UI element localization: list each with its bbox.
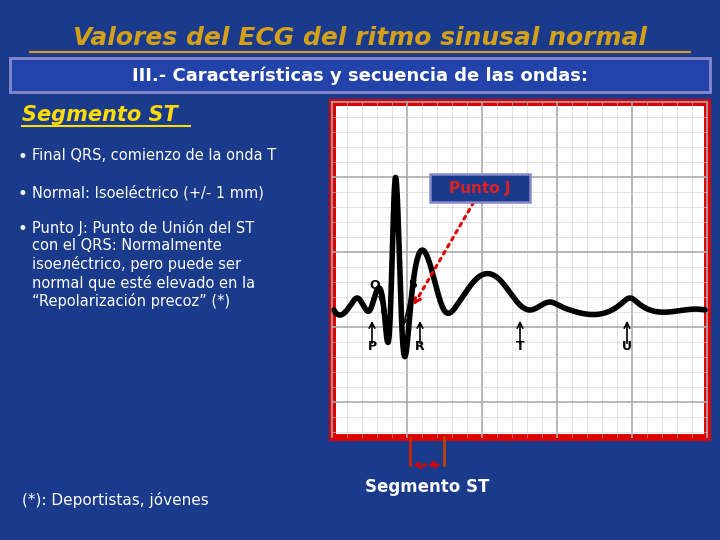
Text: Punto J: Punto J [449, 180, 510, 195]
Text: U: U [622, 340, 632, 353]
Text: Segmento ST: Segmento ST [365, 478, 489, 496]
Text: •: • [18, 148, 28, 166]
Text: III.- Características y secuencia de las ondas:: III.- Características y secuencia de las… [132, 67, 588, 85]
FancyBboxPatch shape [10, 58, 710, 92]
Text: (*): Deportistas, jóvenes: (*): Deportistas, jóvenes [22, 492, 209, 508]
FancyBboxPatch shape [430, 174, 530, 202]
Text: Segmento ST: Segmento ST [22, 105, 178, 125]
Text: •: • [18, 220, 28, 238]
FancyBboxPatch shape [332, 102, 707, 437]
Text: •: • [18, 185, 28, 203]
Text: Normal: Isoeléctrico (+/- 1 mm): Normal: Isoeléctrico (+/- 1 mm) [32, 185, 264, 200]
Text: Punto J: Punto de Unión del ST
con el QRS: Normalmente
isoелéctrico, pero puede : Punto J: Punto de Unión del ST con el QR… [32, 220, 255, 309]
Text: Valores del ECG del ritmo sinusal normal: Valores del ECG del ritmo sinusal normal [73, 26, 647, 50]
Text: Q: Q [369, 278, 387, 315]
Text: T: T [516, 340, 524, 353]
Text: P: P [367, 340, 377, 353]
Text: R: R [415, 340, 425, 353]
Text: S: S [402, 278, 418, 323]
Text: Final QRS, comienzo de la onda T: Final QRS, comienzo de la onda T [32, 148, 276, 163]
